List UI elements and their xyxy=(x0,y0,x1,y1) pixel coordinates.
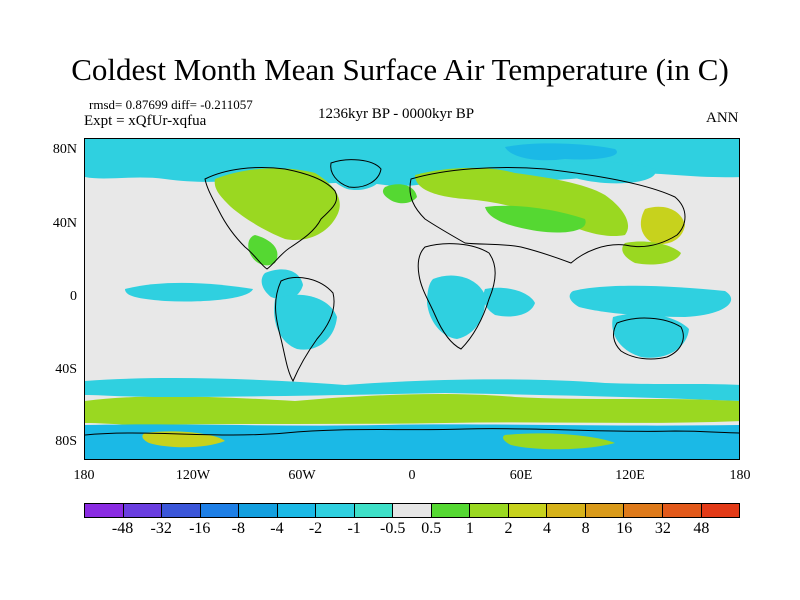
colorbar-label: 0.5 xyxy=(421,520,442,537)
australia-cool xyxy=(612,313,689,358)
pacific-cool xyxy=(125,282,253,302)
colorbar-box xyxy=(508,504,548,517)
coastlines xyxy=(85,159,739,436)
rmsd-diff-text: rmsd= 0.87699 diff= -0.211057 xyxy=(89,97,253,112)
colorbar-box xyxy=(470,504,509,517)
lat-label-80n: 80N xyxy=(52,142,77,157)
colorbar-box xyxy=(393,504,432,517)
lon-label-60w: 60W xyxy=(288,468,316,483)
antarctic-cool xyxy=(85,424,739,459)
coast-africa xyxy=(417,243,496,350)
colorbar-box xyxy=(431,504,471,517)
coast-south-america xyxy=(275,277,335,383)
lat-label-40s: 40S xyxy=(55,362,77,377)
map-canvas xyxy=(85,139,739,459)
colorbar-label: -1 xyxy=(347,520,361,537)
lon-label-60e: 60E xyxy=(509,468,533,483)
lat-label-40n: 40N xyxy=(52,216,77,231)
central-asia-warm xyxy=(485,205,586,233)
north-america-warm-2 xyxy=(248,235,278,266)
coast-australia xyxy=(613,317,684,360)
antarctic-warm-patch xyxy=(142,431,225,448)
colorbar-label: 4 xyxy=(543,520,552,537)
colorbar-box xyxy=(624,504,663,517)
indian-ocean-cool xyxy=(483,287,535,317)
colorbar-box xyxy=(316,504,355,517)
africa-cool xyxy=(427,275,486,339)
scandinavia-warm xyxy=(382,184,417,204)
colorbar xyxy=(84,503,740,518)
colorbar-box xyxy=(162,504,201,517)
colorbar-label: 48 xyxy=(693,520,710,537)
colorbar-box xyxy=(354,504,394,517)
coast-greenland xyxy=(330,159,382,188)
colorbar-box xyxy=(123,504,163,517)
colorbar-label: -16 xyxy=(189,520,211,537)
north-asia-cool xyxy=(555,161,656,184)
colorbar-label: -32 xyxy=(150,520,172,537)
lon-label-120e: 120E xyxy=(615,468,645,483)
colorbar-box xyxy=(662,504,702,517)
period-label: 1236kyr BP - 0000kyr BP xyxy=(318,106,475,122)
southern-ocean-warm xyxy=(85,394,739,425)
temperature-map xyxy=(84,138,740,460)
colorbar-label: 2 xyxy=(504,520,513,537)
maritime-cool xyxy=(569,285,732,317)
arctic-cool-patch xyxy=(505,143,617,161)
lon-label-0: 0 xyxy=(408,468,416,483)
figure-title: Coldest Month Mean Surface Air Temperatu… xyxy=(71,52,729,87)
colorbar-label: -2 xyxy=(308,520,323,537)
coast-antarctica xyxy=(85,428,739,436)
colorbar-box xyxy=(239,504,278,517)
colorbar-label: -0.5 xyxy=(380,520,406,537)
colorbar-label: -4 xyxy=(270,520,284,537)
colorbar-label: 16 xyxy=(616,520,633,537)
southern-ocean-cool xyxy=(85,378,739,401)
colorbar-box xyxy=(585,504,625,517)
lon-label-180w: 180 xyxy=(73,468,95,483)
colorbar-label: 32 xyxy=(654,520,671,537)
east-asia-warm xyxy=(640,206,685,245)
colorbar-label: 1 xyxy=(465,520,474,537)
lon-label-180e: 180 xyxy=(729,468,751,483)
colorbar-box xyxy=(200,504,240,517)
experiment-label: Expt = xQfUr-xqfua xyxy=(84,113,207,129)
south-america-cool xyxy=(274,294,337,350)
colorbar-label: -48 xyxy=(111,520,134,537)
colorbar-box xyxy=(547,504,586,517)
lon-label-120w: 120W xyxy=(175,468,211,483)
tropical-cool xyxy=(261,269,303,300)
season-label: ANN xyxy=(706,110,739,126)
coast-eurasia xyxy=(409,166,686,264)
antarctic-warm-patch-2 xyxy=(503,433,615,450)
colorbar-box xyxy=(701,504,740,517)
lat-label-80s: 80S xyxy=(55,434,77,449)
lat-label-0: 0 xyxy=(70,289,77,304)
colorbar-label: 8 xyxy=(581,520,590,537)
colorbar-box xyxy=(277,504,317,517)
east-asia-warm-2 xyxy=(622,241,681,265)
coast-north-america xyxy=(204,167,337,270)
north-america-warm xyxy=(214,168,340,241)
colorbar-box xyxy=(85,504,124,517)
colorbar-label: -8 xyxy=(231,520,245,537)
